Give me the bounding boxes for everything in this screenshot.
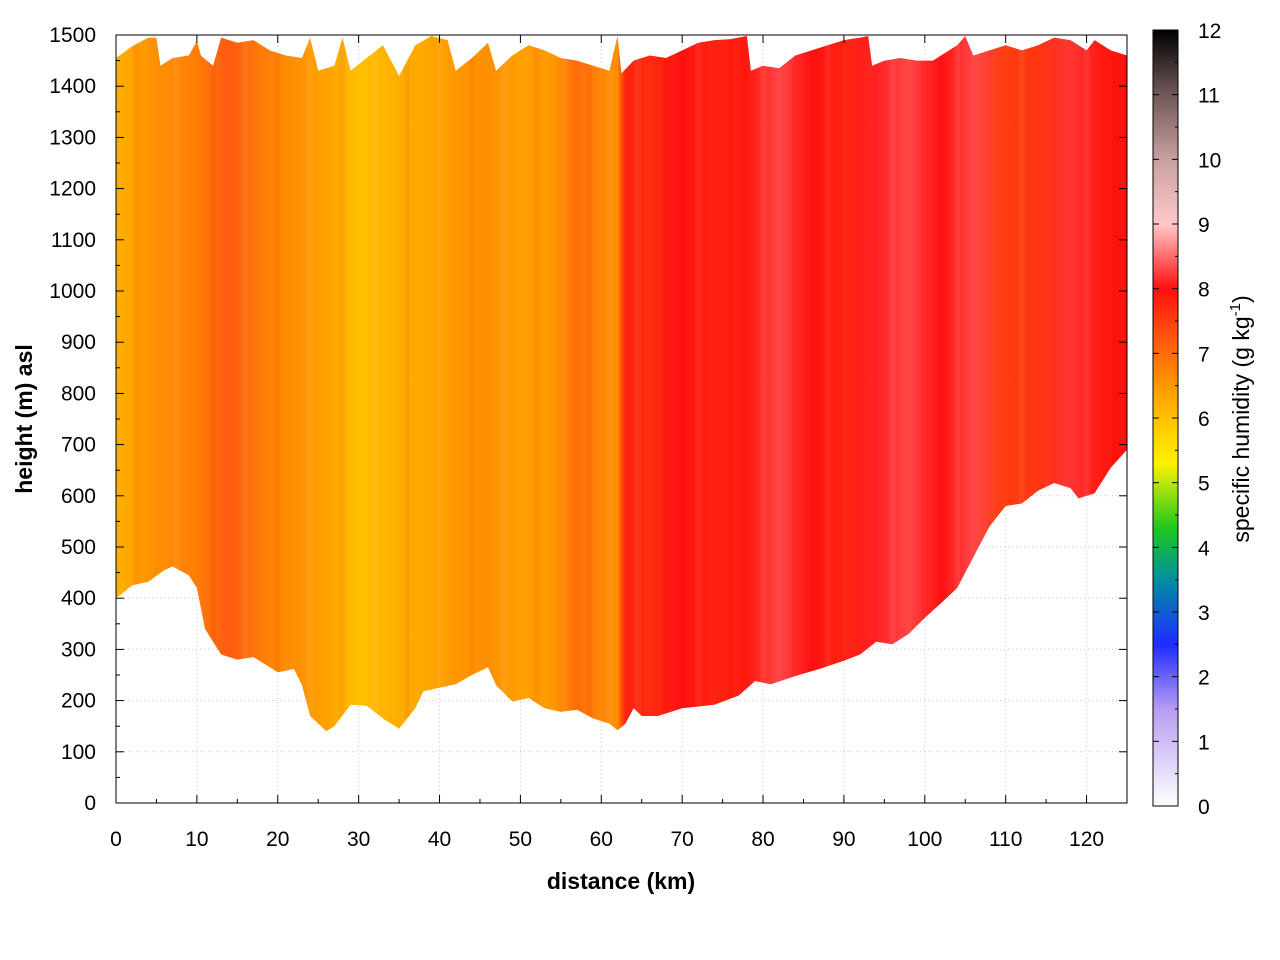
colorbar-title-main: specific humidity (g kg bbox=[1228, 316, 1254, 542]
x-tick-label: 100 bbox=[907, 828, 942, 851]
colorbar-tick-label: 12 bbox=[1198, 20, 1221, 43]
field-streak bbox=[921, 36, 928, 732]
x-axis-ticks: 0 10 20 30 40 50 60 70 80 90 100 110 120 bbox=[110, 35, 1104, 851]
x-tick-label: 20 bbox=[266, 828, 289, 851]
x-tick-label: 60 bbox=[590, 828, 613, 851]
field-streak bbox=[533, 36, 540, 732]
field-streak bbox=[662, 36, 669, 732]
colorbar-tick-label: 8 bbox=[1198, 279, 1210, 302]
field-streak bbox=[857, 36, 864, 732]
colorbar-tick-label: 5 bbox=[1198, 473, 1210, 496]
colorbar-tick-label: 6 bbox=[1198, 408, 1210, 431]
colorbar-title: specific humidity (g kg-1) bbox=[1227, 295, 1254, 542]
colorbar-tick-label: 0 bbox=[1198, 796, 1210, 819]
field-streak bbox=[1083, 36, 1090, 732]
field-streak bbox=[760, 36, 767, 732]
y-tick-label: 1200 bbox=[49, 178, 96, 201]
colorbar-tick-label: 9 bbox=[1198, 214, 1210, 237]
field-streak bbox=[436, 36, 443, 732]
field-streak bbox=[986, 36, 993, 732]
field-streak bbox=[792, 36, 799, 732]
field-streak bbox=[404, 36, 411, 732]
x-tick-label: 0 bbox=[110, 828, 122, 851]
x-tick-label: 50 bbox=[509, 828, 532, 851]
y-tick-label: 200 bbox=[61, 690, 96, 713]
field-streak bbox=[371, 36, 378, 732]
x-tick-label: 10 bbox=[185, 828, 208, 851]
field-streak bbox=[173, 36, 180, 732]
colorbar-tick-label: 4 bbox=[1198, 537, 1210, 560]
y-tick-label: 500 bbox=[61, 536, 96, 559]
field-streak bbox=[339, 36, 346, 732]
field-streak bbox=[824, 36, 831, 732]
x-tick-label: 80 bbox=[751, 828, 774, 851]
field-streak bbox=[586, 36, 593, 732]
field-streak bbox=[274, 36, 281, 732]
y-tick-label: 1000 bbox=[49, 280, 96, 303]
field-streak bbox=[501, 36, 508, 732]
humidity-field-texture bbox=[133, 36, 1118, 732]
field-streak bbox=[242, 36, 249, 732]
x-tick-label: 90 bbox=[832, 828, 855, 851]
colorbar-tick-label: 3 bbox=[1198, 602, 1210, 625]
field-streak bbox=[606, 36, 613, 732]
y-tick-label: 800 bbox=[61, 382, 96, 405]
field-streak bbox=[307, 36, 314, 732]
field-streak bbox=[1051, 36, 1058, 732]
field-streak bbox=[954, 36, 961, 732]
y-tick-label: 900 bbox=[61, 331, 96, 354]
x-tick-label: 110 bbox=[989, 828, 1022, 851]
colorbar-title-suffix: ) bbox=[1228, 295, 1254, 303]
y-tick-label: 100 bbox=[61, 741, 96, 764]
colorbar-tick-label: 1 bbox=[1198, 731, 1210, 754]
y-tick-label: 1400 bbox=[49, 75, 96, 98]
field-streak bbox=[695, 36, 702, 732]
y-tick-label: 0 bbox=[84, 792, 96, 815]
y-axis-ticks: 0 100 200 300 400 500 600 700 800 900 1000 1100 1200… bbox=[49, 24, 1127, 815]
colorbar-tick-label: 10 bbox=[1198, 149, 1221, 172]
field-streak bbox=[210, 36, 217, 732]
field-streak bbox=[889, 36, 896, 732]
field-streak bbox=[727, 36, 734, 732]
y-tick-label: 600 bbox=[61, 485, 96, 508]
x-axis-title: distance (km) bbox=[547, 868, 695, 894]
y-tick-label: 1500 bbox=[49, 24, 96, 47]
y-tick-label: 700 bbox=[61, 434, 96, 457]
field-streak bbox=[1018, 36, 1025, 732]
y-tick-label: 300 bbox=[61, 638, 96, 661]
field-streak bbox=[468, 36, 475, 732]
colorbar-title-superscript: -1 bbox=[1227, 303, 1244, 316]
y-tick-label: 1100 bbox=[51, 229, 96, 252]
y-axis-title: height (m) asl bbox=[11, 344, 37, 494]
x-tick-label: 70 bbox=[670, 828, 693, 851]
field-streak bbox=[618, 36, 625, 732]
field-streak bbox=[133, 36, 140, 732]
field-streak bbox=[561, 36, 568, 732]
colorbar-tick-label: 7 bbox=[1198, 343, 1210, 366]
x-tick-label: 40 bbox=[428, 828, 451, 851]
field-streak bbox=[634, 36, 641, 732]
x-tick-label: 120 bbox=[1069, 828, 1104, 851]
humidity-field-area bbox=[116, 36, 1127, 732]
y-tick-label: 400 bbox=[61, 587, 96, 610]
colorbar-tick-label: 11 bbox=[1198, 85, 1220, 108]
y-tick-label: 1300 bbox=[49, 126, 96, 149]
field-streak bbox=[1111, 36, 1118, 732]
colorbar-tick-label: 2 bbox=[1198, 667, 1210, 690]
x-tick-label: 30 bbox=[347, 828, 370, 851]
